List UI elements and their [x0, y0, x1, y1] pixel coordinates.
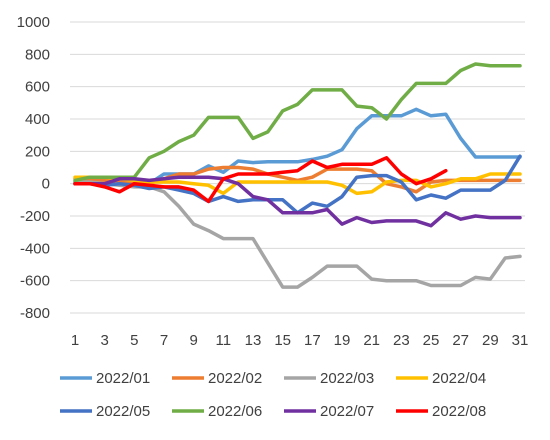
series-line-2022-03	[73, 180, 522, 289]
series-line-2022-01	[73, 107, 522, 186]
x-tick-label: 11	[216, 332, 232, 349]
series-line-2022-07	[73, 175, 522, 228]
x-tick-label: 3	[100, 332, 108, 349]
legend-label: 2022/06	[208, 403, 262, 420]
legend-label: 2022/01	[96, 370, 150, 387]
legend-label: 2022/05	[96, 403, 150, 420]
legend-item-2022-02: 2022/02	[172, 370, 262, 387]
x-tick-label: 7	[160, 332, 168, 349]
x-tick-label: 27	[452, 332, 469, 349]
legend: 2022/01 2022/02 2022/03 2022/04 2022/05 2022/…	[60, 370, 486, 420]
y-tick-label: 600	[25, 79, 50, 96]
x-tick-label: 19	[334, 332, 351, 349]
y-tick-label: -400	[20, 240, 50, 257]
y-tick-label: -200	[20, 208, 50, 225]
series-line-2022-08	[73, 156, 448, 204]
y-tick-label: 800	[25, 46, 50, 63]
legend-label: 2022/02	[208, 370, 262, 387]
x-tick-label: 29	[482, 332, 499, 349]
x-tick-label: 25	[423, 332, 440, 349]
y-tick-label: 200	[25, 143, 50, 160]
legend-item-2022-06: 2022/06	[172, 403, 262, 420]
x-tick-label: 5	[130, 332, 138, 349]
legend-label: 2022/07	[320, 403, 374, 420]
legend-label: 2022/03	[320, 370, 374, 387]
gridlines	[70, 21, 525, 314]
x-axis-ticks: 1 3 5 7 9 11 13 15 17 19 21 23 25 27 29 31	[71, 332, 529, 349]
x-tick-label: 31	[512, 332, 529, 349]
legend-item-2022-01: 2022/01	[60, 370, 150, 387]
x-tick-label: 23	[393, 332, 410, 349]
y-tick-label: 1000	[17, 14, 50, 31]
x-tick-label: 17	[304, 332, 321, 349]
x-tick-label: 21	[363, 332, 380, 349]
legend-label: 2022/04	[432, 370, 486, 387]
y-tick-label: -800	[20, 305, 50, 322]
x-tick-label: 13	[245, 332, 262, 349]
legend-item-2022-04: 2022/04	[396, 370, 486, 387]
legend-item-2022-08: 2022/08	[396, 403, 486, 420]
legend-item-2022-03: 2022/03	[284, 370, 374, 387]
x-tick-label: 15	[274, 332, 291, 349]
legend-item-2022-05: 2022/05	[60, 403, 150, 420]
legend-label: 2022/08	[432, 403, 486, 420]
series-lines	[73, 62, 522, 289]
y-tick-label: 400	[25, 111, 50, 128]
y-tick-label: 0	[42, 176, 50, 193]
y-tick-label: -600	[20, 273, 50, 290]
x-tick-label: 1	[71, 332, 79, 349]
series-line-2022-06	[73, 62, 522, 183]
y-axis-ticks: -800 -600 -400 -200 0 200 400 600 800 1000	[17, 14, 50, 322]
legend-item-2022-07: 2022/07	[284, 403, 374, 420]
x-tick-label: 9	[189, 332, 197, 349]
